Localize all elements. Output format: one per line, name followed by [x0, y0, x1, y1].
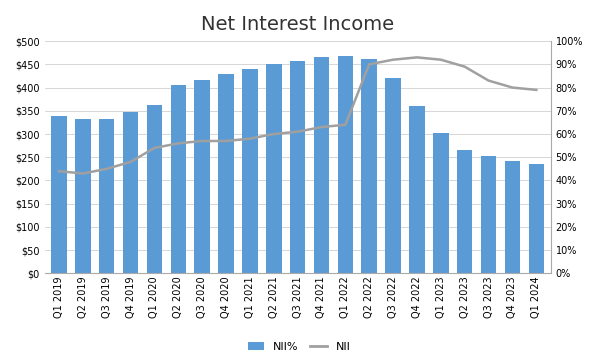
Bar [170, 85, 186, 273]
Bar [433, 133, 448, 273]
Bar [290, 61, 306, 273]
Bar [266, 64, 282, 273]
Bar [123, 112, 138, 273]
Bar [361, 59, 377, 273]
Bar [218, 73, 234, 273]
Bar [481, 156, 496, 273]
Bar [147, 105, 162, 273]
Bar [99, 119, 114, 273]
Legend: NII%, NII: NII%, NII [243, 337, 355, 357]
Bar [529, 164, 544, 273]
Bar [457, 150, 472, 273]
Bar [338, 56, 353, 273]
Bar [314, 57, 329, 273]
Title: Net Interest Income: Net Interest Income [201, 15, 394, 34]
Bar [75, 119, 90, 273]
Bar [51, 116, 67, 273]
Bar [194, 80, 210, 273]
Bar [505, 161, 520, 273]
Bar [409, 106, 425, 273]
Bar [385, 78, 401, 273]
Bar [242, 69, 258, 273]
